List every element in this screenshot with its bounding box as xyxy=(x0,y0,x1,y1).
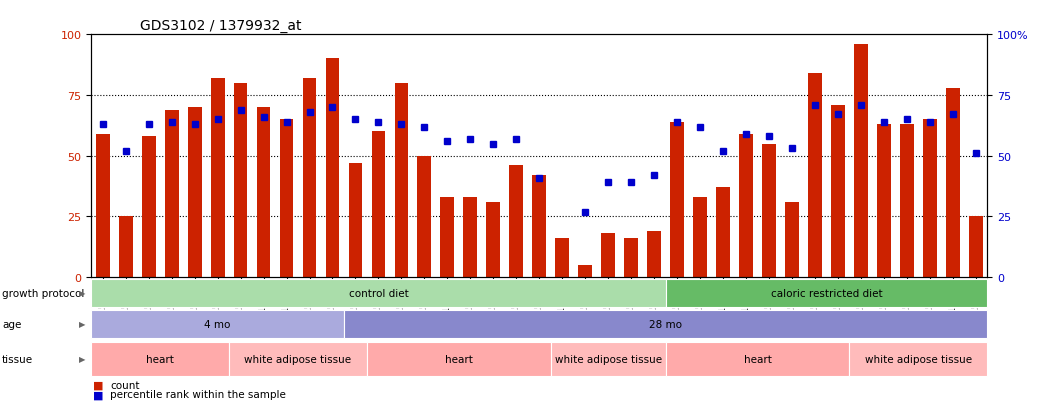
Text: GDS3102 / 1379932_at: GDS3102 / 1379932_at xyxy=(140,19,302,33)
Bar xyxy=(900,125,914,278)
Bar xyxy=(188,108,201,278)
Bar xyxy=(303,79,316,278)
Text: white adipose tissue: white adipose tissue xyxy=(555,354,662,364)
Bar xyxy=(647,231,661,278)
Bar xyxy=(551,342,666,376)
Bar xyxy=(532,176,546,278)
Text: 4 mo: 4 mo xyxy=(204,319,231,329)
Text: caloric restricted diet: caloric restricted diet xyxy=(770,288,882,298)
Text: ■: ■ xyxy=(93,380,104,390)
Text: control diet: control diet xyxy=(348,288,409,298)
Bar xyxy=(211,79,224,278)
Bar xyxy=(808,74,821,278)
Text: count: count xyxy=(110,380,139,390)
Text: percentile rank within the sample: percentile rank within the sample xyxy=(110,389,286,399)
Bar xyxy=(556,239,569,278)
Text: growth protocol: growth protocol xyxy=(2,288,84,298)
Bar xyxy=(601,234,615,278)
Bar xyxy=(95,135,110,278)
Bar xyxy=(142,137,156,278)
Text: ▶: ▶ xyxy=(79,320,85,329)
Bar xyxy=(91,342,229,376)
Bar xyxy=(344,310,987,338)
Bar xyxy=(326,59,339,278)
Bar xyxy=(666,342,849,376)
Bar xyxy=(119,217,133,278)
Bar xyxy=(394,83,409,278)
Bar xyxy=(666,279,987,307)
Bar xyxy=(229,342,367,376)
Bar xyxy=(762,144,776,278)
Bar xyxy=(831,105,845,278)
Bar xyxy=(969,217,983,278)
Bar xyxy=(91,279,666,307)
Text: heart: heart xyxy=(445,354,473,364)
Bar xyxy=(165,110,178,278)
Bar xyxy=(464,197,477,278)
Bar xyxy=(693,197,707,278)
Bar xyxy=(785,202,798,278)
Bar xyxy=(717,188,730,278)
Bar xyxy=(624,239,638,278)
Text: ▶: ▶ xyxy=(79,354,85,363)
Bar xyxy=(91,310,344,338)
Text: white adipose tissue: white adipose tissue xyxy=(245,354,352,364)
Text: tissue: tissue xyxy=(2,354,33,364)
Bar xyxy=(371,132,386,278)
Bar xyxy=(257,108,271,278)
Text: heart: heart xyxy=(744,354,772,364)
Bar xyxy=(418,156,431,278)
Bar xyxy=(367,342,551,376)
Bar xyxy=(233,83,248,278)
Bar xyxy=(854,45,868,278)
Bar xyxy=(486,202,500,278)
Bar xyxy=(579,266,592,278)
Text: white adipose tissue: white adipose tissue xyxy=(865,354,972,364)
Bar xyxy=(441,197,454,278)
Bar xyxy=(739,135,753,278)
Text: heart: heart xyxy=(146,354,174,364)
Bar xyxy=(509,166,523,278)
Bar xyxy=(877,125,891,278)
Bar xyxy=(849,342,987,376)
Bar xyxy=(946,88,959,278)
Text: ▶: ▶ xyxy=(79,289,85,297)
Text: 28 mo: 28 mo xyxy=(649,319,682,329)
Bar xyxy=(670,122,684,278)
Bar xyxy=(280,120,293,278)
Bar xyxy=(923,120,936,278)
Bar xyxy=(348,164,362,278)
Text: ■: ■ xyxy=(93,389,104,399)
Text: age: age xyxy=(2,319,22,329)
